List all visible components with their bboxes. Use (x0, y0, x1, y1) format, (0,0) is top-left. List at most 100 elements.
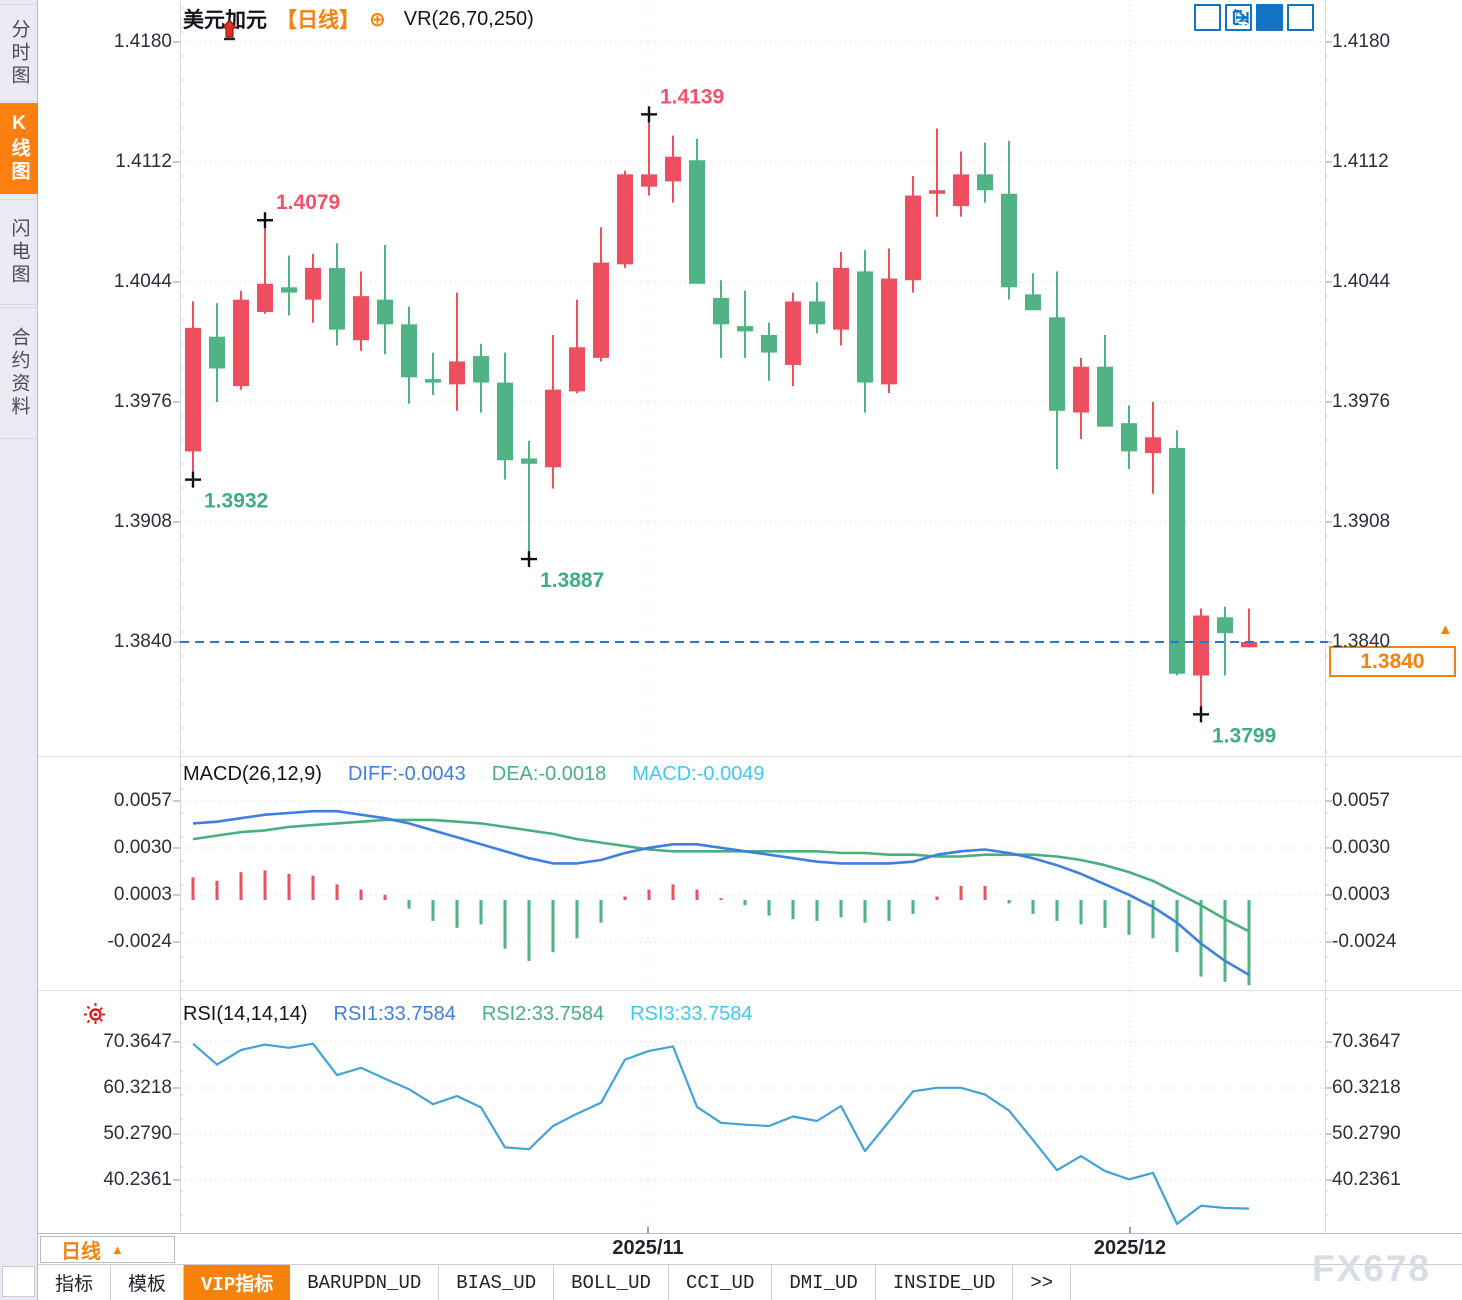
macd-chart-canvas[interactable] (38, 757, 1462, 990)
candle[interactable] (1121, 405, 1137, 470)
tab-indicators[interactable]: 指标 (38, 1265, 112, 1300)
candle[interactable] (641, 114, 657, 196)
candle[interactable] (617, 170, 633, 268)
sidebar-item-label: K线图 (8, 113, 30, 184)
period-selector[interactable]: 日线 ▲ (40, 1236, 175, 1263)
price-annotation: 1.3932 (204, 490, 268, 513)
axis-tick-label: -0.0024 (107, 931, 172, 952)
candle[interactable] (473, 343, 489, 413)
candle[interactable] (689, 139, 705, 284)
candle[interactable] (905, 176, 921, 293)
axis-tick-label: 50.2790 (103, 1123, 172, 1144)
price-annotation: 1.3887 (540, 569, 604, 592)
indicator-tab-bar: 指标 模板 VIP指标 BARUPDN_UD BIAS_UD BOLL_UD C… (38, 1264, 1462, 1300)
candle[interactable] (665, 135, 681, 203)
candle[interactable] (929, 128, 945, 217)
rsi-xaxis-separator (38, 1233, 1462, 1234)
candle[interactable] (881, 248, 897, 394)
candle[interactable] (857, 250, 873, 413)
price-annotation: 1.3799 (1212, 724, 1276, 747)
tab-boll-ud[interactable]: BOLL_UD (554, 1265, 669, 1300)
tab-barupdn-ud[interactable]: BARUPDN_UD (290, 1265, 440, 1300)
candle[interactable] (377, 244, 393, 355)
candle[interactable] (329, 243, 345, 346)
axis-tick-label: 0.0057 (1332, 790, 1391, 811)
axis-tick-label: 40.2361 (103, 1169, 172, 1190)
vr-indicator-label[interactable]: VR(26,70,250) (403, 7, 534, 30)
candle[interactable] (761, 322, 777, 381)
candle[interactable] (1169, 430, 1185, 676)
sidebar-item-flash-chart[interactable]: 闪电图 (0, 199, 38, 305)
sidebar-item-kline-chart[interactable]: K线图 (0, 103, 38, 194)
macd-dea-readout: DEA:-0.0018 (491, 763, 607, 785)
auto-follow-button[interactable] (1233, 4, 1283, 31)
tab-cci-ud[interactable]: CCI_UD (669, 1265, 773, 1300)
candle[interactable] (497, 352, 513, 480)
candle[interactable] (569, 299, 585, 394)
period-tag[interactable]: 【日线】 (276, 9, 360, 32)
add-indicator-icon[interactable]: ⊕ (369, 8, 386, 31)
rsi1-readout: RSI1:33.7584 (333, 1003, 456, 1025)
candle[interactable] (281, 255, 297, 316)
sidebar-item-time-chart[interactable]: 分时图 (0, 4, 38, 102)
candle[interactable] (401, 306, 417, 404)
candle[interactable] (1193, 608, 1209, 715)
candle[interactable] (185, 301, 201, 480)
tab-bias-ud[interactable]: BIAS_UD (439, 1265, 555, 1300)
candle[interactable] (425, 352, 441, 395)
axis-tick-label: 70.3647 (103, 1031, 172, 1052)
tab-dmi-ud[interactable]: DMI_UD (772, 1265, 876, 1300)
candle[interactable] (953, 151, 969, 217)
candle[interactable] (305, 253, 321, 323)
candle[interactable] (1217, 606, 1233, 676)
macd-header: MACD(26,12,9) DIFF:-0.0043 DEA:-0.0018 M… (183, 763, 765, 786)
candle[interactable] (713, 280, 729, 358)
candle[interactable] (809, 281, 825, 334)
candle[interactable] (1025, 273, 1041, 311)
candle[interactable] (1097, 334, 1113, 427)
candle[interactable] (833, 251, 849, 346)
rsi-header: RSI(14,14,14) RSI1:33.7584 RSI2:33.7584 … (183, 1003, 753, 1026)
rsi2-readout: RSI2:33.7584 (481, 1003, 605, 1025)
candle[interactable] (1073, 357, 1089, 440)
candle[interactable] (209, 303, 225, 402)
tab-more[interactable]: >> (1013, 1265, 1072, 1300)
candle[interactable] (233, 290, 249, 390)
axis-tick-label: 0.0030 (113, 837, 172, 858)
candle[interactable] (257, 220, 273, 314)
crosshair-tool-button[interactable] (1194, 4, 1248, 31)
price-annotation: 1.4139 (660, 85, 724, 108)
candle[interactable] (1001, 140, 1017, 300)
candle[interactable] (353, 271, 369, 351)
candle[interactable] (449, 292, 465, 411)
axis-tick-label: 0.0057 (113, 790, 172, 811)
candle[interactable] (545, 334, 561, 489)
tab-inside-ud[interactable]: INSIDE_UD (876, 1265, 1014, 1300)
x-axis-label-nov: 2025/11 (612, 1237, 684, 1259)
price-chart-canvas[interactable]: 1.3932 1.4079 1.3887 1.4139 1.3799 (38, 0, 1462, 756)
macd-title[interactable]: MACD(26,12,9) (183, 763, 322, 785)
axis-tick-label: 1.3908 (113, 511, 172, 532)
box-arrow-right-icon (1232, 9, 1249, 26)
sidebar-item-label: 合约资料 (8, 327, 30, 419)
candle[interactable] (1049, 271, 1065, 470)
tab-templates[interactable]: 模板 (111, 1265, 185, 1300)
rsi-title[interactable]: RSI(14,14,14) (183, 1003, 308, 1025)
pan-right-button[interactable] (1232, 4, 1314, 31)
candle[interactable] (785, 292, 801, 387)
candle[interactable] (977, 142, 993, 203)
candle[interactable] (593, 227, 609, 362)
chart-header: 美元加元 【日线】 ⊕ VR(26,70,250) (183, 4, 534, 41)
candle[interactable] (1241, 608, 1257, 648)
axis-tick-label: 1.4180 (1332, 31, 1391, 52)
sidebar-item-contract-info[interactable]: 合约资料 (0, 307, 38, 439)
axis-tick-label: 1.3840 (113, 631, 172, 652)
macd-macd-readout: MACD:-0.0049 (632, 763, 765, 785)
candle[interactable] (737, 290, 753, 358)
rsi-chart-canvas[interactable] (38, 991, 1462, 1233)
candle[interactable] (521, 440, 537, 560)
tab-vip-indicators[interactable]: VIP指标 (184, 1265, 291, 1300)
plot-right-border (1325, 0, 1326, 1233)
candle[interactable] (1145, 401, 1161, 494)
chart-toolbar (1194, 4, 1314, 31)
